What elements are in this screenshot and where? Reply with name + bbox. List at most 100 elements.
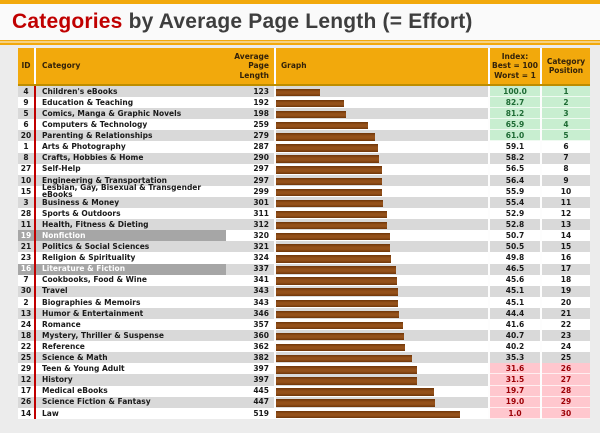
id-separator-line <box>34 363 36 375</box>
column-separator <box>540 296 542 308</box>
id-separator-line <box>34 230 36 242</box>
page-length-bar <box>276 377 418 385</box>
column-separator <box>274 86 276 98</box>
cell-category-position: 19 <box>542 285 590 297</box>
column-separator <box>540 97 542 109</box>
column-separator <box>540 274 542 286</box>
column-separator <box>274 141 276 153</box>
column-separator <box>274 174 276 186</box>
cell-graph <box>276 108 488 120</box>
column-separator <box>488 119 490 131</box>
page-title-accent: Categories <box>12 10 123 33</box>
id-separator-line <box>34 174 36 186</box>
id-separator-line <box>34 196 36 209</box>
page-length-bar <box>276 288 398 296</box>
column-separator <box>540 363 542 375</box>
header-separator <box>488 48 490 84</box>
cell-index: 56.5 <box>490 163 540 175</box>
column-separator <box>540 230 542 242</box>
table-row: 5 Comics, Manga & Graphic Novels 198 81.… <box>18 108 590 120</box>
column-separator <box>540 208 542 220</box>
column-separator <box>488 307 490 319</box>
id-separator-line <box>34 341 36 353</box>
page-length-bar <box>276 166 382 174</box>
cell-avg-page-length: 311 <box>226 208 274 220</box>
column-separator <box>488 130 490 142</box>
column-separator <box>274 163 276 175</box>
column-separator <box>488 208 490 220</box>
cell-avg-page-length: 301 <box>226 196 274 209</box>
cell-id: 19 <box>18 230 34 242</box>
cell-avg-page-length: 297 <box>226 163 274 175</box>
header-graph: Graph <box>276 48 488 84</box>
cell-category: Arts & Photography <box>36 141 226 153</box>
column-separator <box>488 252 490 264</box>
page-length-bar <box>276 88 320 97</box>
cell-id: 24 <box>18 318 34 331</box>
cell-graph <box>276 141 488 153</box>
cell-index: 49.8 <box>490 252 540 264</box>
column-separator <box>274 363 276 375</box>
page-length-bar <box>276 332 404 341</box>
table-row: 21 Politics & Social Sciences 321 50.5 1… <box>18 241 590 253</box>
cell-graph <box>276 285 488 297</box>
page-length-bar <box>276 399 435 407</box>
cell-avg-page-length: 362 <box>226 341 274 353</box>
cell-index: 52.9 <box>490 208 540 220</box>
cell-graph <box>276 352 488 364</box>
cell-graph <box>276 363 488 375</box>
cell-id: 18 <box>18 330 34 342</box>
cell-category: History <box>36 374 226 386</box>
id-separator-line <box>34 374 36 386</box>
cell-index: 55.4 <box>490 196 540 209</box>
cell-category-position: 2 <box>542 97 590 109</box>
cell-graph <box>276 174 488 186</box>
cell-category: Literature & Fiction <box>36 263 226 275</box>
cell-category-position: 8 <box>542 163 590 175</box>
cell-graph <box>276 119 488 131</box>
table-row: 8 Crafts, Hobbies & Home 290 58.2 7 <box>18 152 590 164</box>
cell-category: Lesbian, Gay, Bisexual & Transgender eBo… <box>36 184 226 199</box>
page-length-bar <box>276 355 412 363</box>
column-separator <box>274 274 276 286</box>
cell-category-position: 13 <box>542 219 590 231</box>
cell-avg-page-length: 320 <box>226 230 274 242</box>
page-length-bar <box>276 321 403 330</box>
column-separator <box>488 318 490 331</box>
cell-category-position: 15 <box>542 241 590 253</box>
column-separator <box>488 396 490 408</box>
cell-id: 20 <box>18 130 34 142</box>
id-separator-line <box>34 219 36 231</box>
column-separator <box>274 318 276 331</box>
column-separator <box>540 163 542 175</box>
table-header-row: ID Category Average Page Length Graph In… <box>18 48 590 86</box>
column-separator <box>274 230 276 242</box>
column-separator <box>488 285 490 297</box>
cell-id: 11 <box>18 219 34 231</box>
cell-graph <box>276 196 488 209</box>
page-length-bar <box>276 299 398 307</box>
column-separator <box>540 307 542 319</box>
column-separator <box>274 97 276 109</box>
cell-category-position: 20 <box>542 296 590 308</box>
table-row: 7 Cookbooks, Food & Wine 341 45.6 18 <box>18 274 590 286</box>
cell-index: 40.7 <box>490 330 540 342</box>
column-separator <box>540 352 542 364</box>
title-divider <box>0 40 600 45</box>
page-length-bar <box>276 233 390 241</box>
header-category-position: Category Position <box>542 48 590 84</box>
table-row: 18 Mystery, Thriller & Suspense 360 40.7… <box>18 330 590 342</box>
column-separator <box>274 352 276 364</box>
cell-graph <box>276 208 488 220</box>
cell-id: 4 <box>18 86 34 98</box>
cell-index: 65.9 <box>490 119 540 131</box>
cell-category-position: 5 <box>542 130 590 142</box>
cell-id: 9 <box>18 97 34 109</box>
cell-index: 35.3 <box>490 352 540 364</box>
page-length-bar <box>276 366 418 374</box>
cell-category: Science Fiction & Fantasy <box>36 396 226 408</box>
id-separator-line <box>34 252 36 264</box>
column-separator <box>274 108 276 120</box>
column-separator <box>540 263 542 275</box>
column-separator <box>488 341 490 353</box>
